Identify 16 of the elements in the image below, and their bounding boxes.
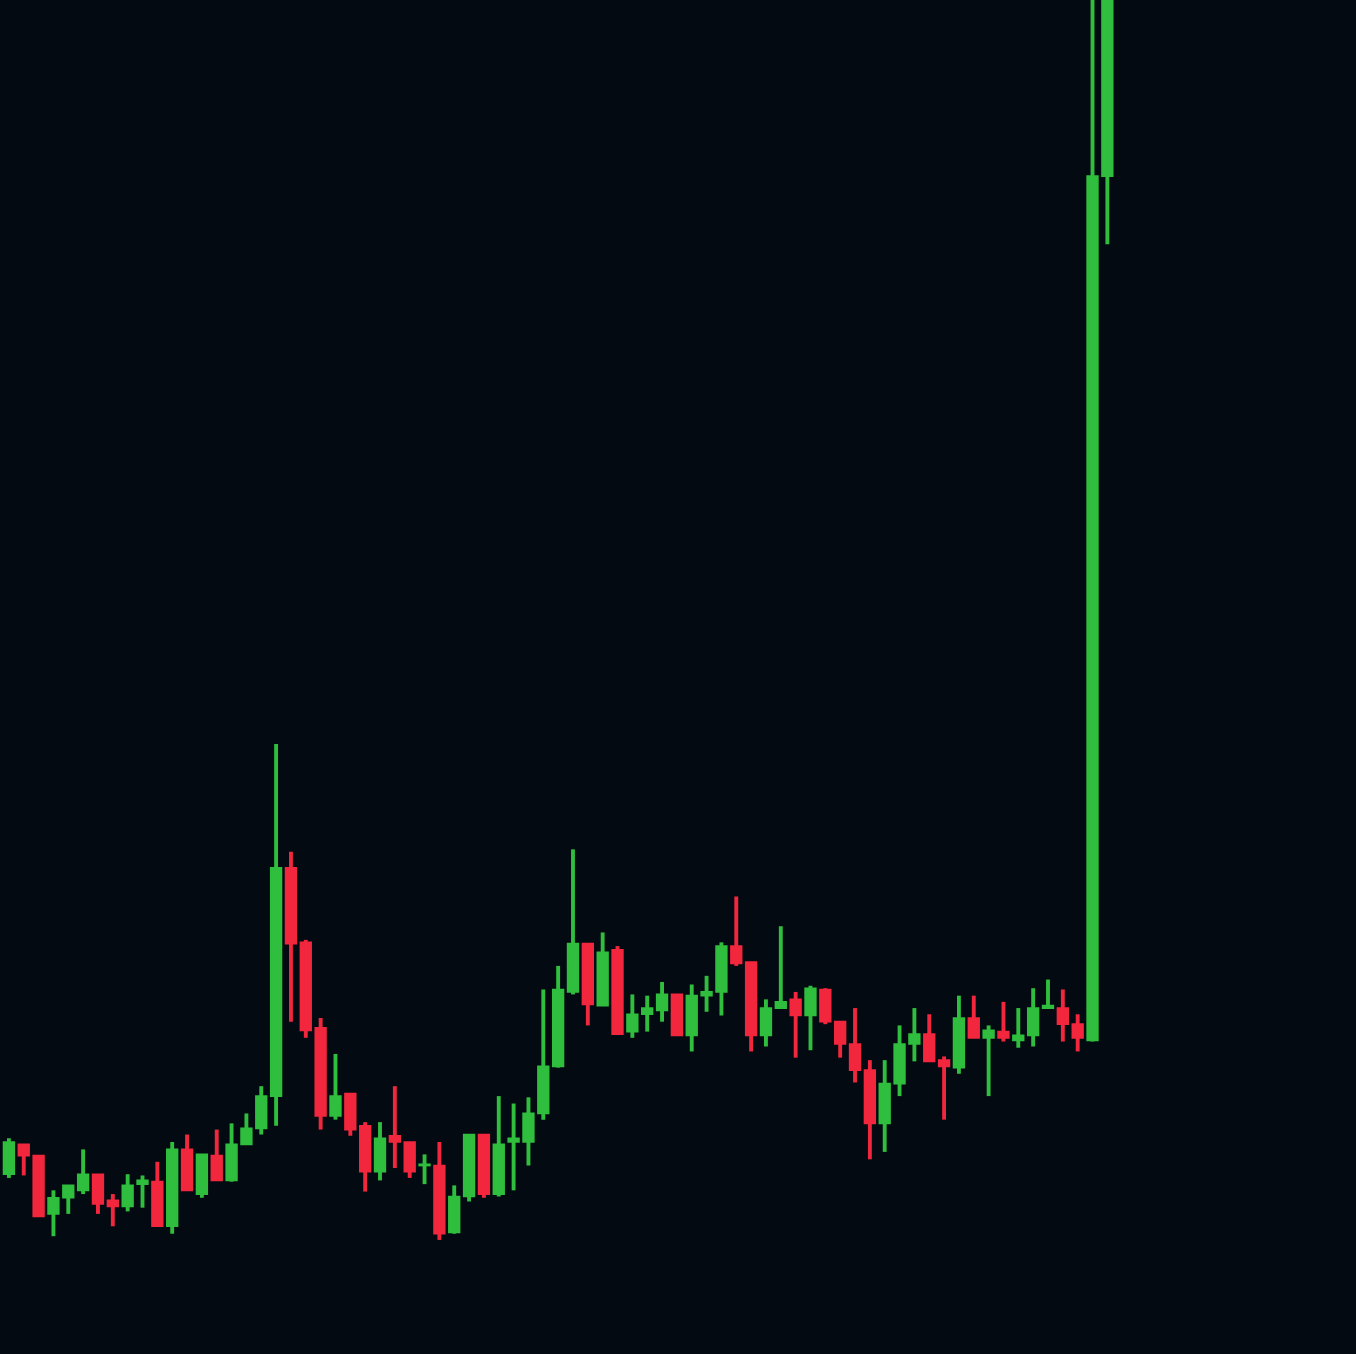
candlestick [180, 1132, 194, 1193]
candlestick [121, 1172, 134, 1214]
candlestick [373, 1120, 387, 1183]
candlestick [2, 1136, 16, 1180]
candlestick [982, 1023, 995, 1099]
candlestick [967, 993, 980, 1040]
candlestick [789, 989, 802, 1060]
candlestick [210, 1127, 223, 1183]
candlestick [670, 993, 684, 1037]
candlestick [151, 1159, 164, 1229]
candlestick [329, 1051, 342, 1122]
candlestick [804, 983, 817, 1053]
candlestick [195, 1152, 209, 1200]
candlestick [997, 999, 1010, 1044]
candlestick [418, 1152, 431, 1187]
candlestick [136, 1173, 149, 1210]
